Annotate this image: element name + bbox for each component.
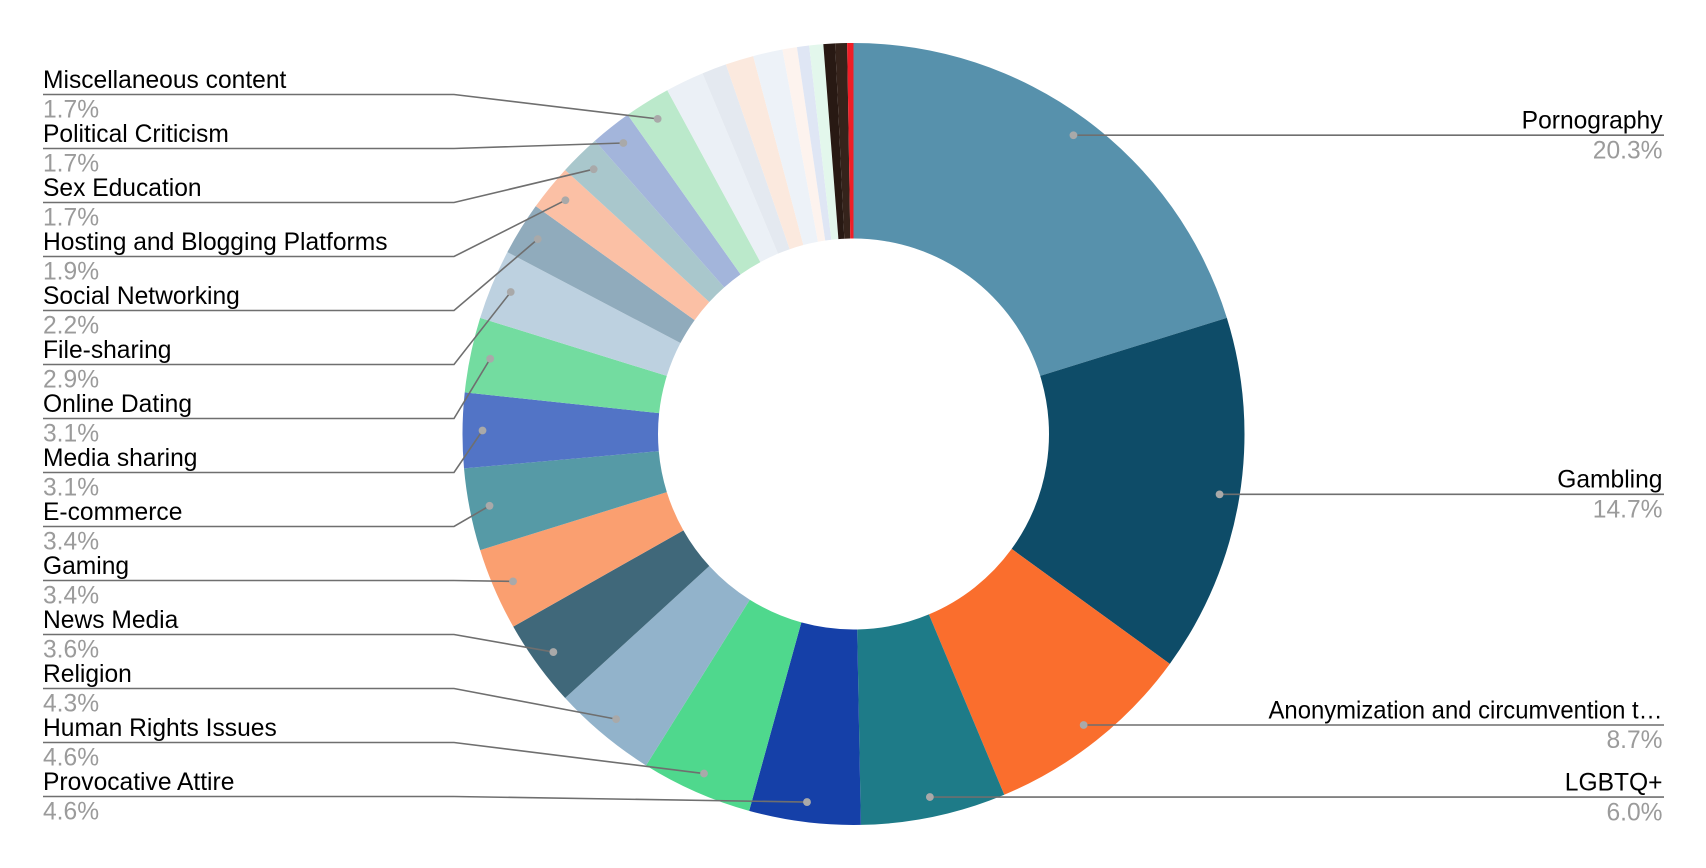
svg-text:2.9%: 2.9% (43, 367, 99, 394)
svg-text:4.6%: 4.6% (43, 799, 99, 826)
svg-text:3.1%: 3.1% (43, 475, 99, 502)
svg-text:3.4%: 3.4% (43, 529, 99, 556)
svg-text:Political Criticism: Political Criticism (43, 121, 229, 148)
svg-text:1.9%: 1.9% (43, 259, 99, 286)
svg-text:4.6%: 4.6% (43, 745, 99, 772)
svg-text:Gaming: Gaming (43, 553, 129, 580)
svg-text:News Media: News Media (43, 607, 179, 634)
svg-text:6.0%: 6.0% (1606, 799, 1662, 826)
svg-text:1.7%: 1.7% (43, 97, 99, 124)
svg-text:3.1%: 3.1% (43, 421, 99, 448)
svg-text:1.7%: 1.7% (43, 151, 99, 178)
svg-text:20.3%: 20.3% (1593, 137, 1663, 164)
svg-text:3.4%: 3.4% (43, 583, 99, 610)
svg-text:Hosting and Blogging Platforms: Hosting and Blogging Platforms (43, 229, 388, 256)
svg-text:Anonymization and circumventio: Anonymization and circumvention t… (1269, 697, 1663, 724)
svg-text:8.7%: 8.7% (1606, 727, 1662, 754)
svg-text:Media sharing: Media sharing (43, 445, 197, 472)
svg-text:1.7%: 1.7% (43, 205, 99, 232)
svg-text:14.7%: 14.7% (1593, 497, 1663, 524)
svg-text:Human Rights Issues: Human Rights Issues (43, 715, 277, 742)
svg-text:LGBTQ+: LGBTQ+ (1565, 769, 1663, 796)
svg-text:Religion: Religion (43, 661, 132, 688)
svg-text:2.2%: 2.2% (43, 313, 99, 340)
svg-text:Sex Education: Sex Education (43, 175, 202, 202)
svg-text:Miscellaneous content: Miscellaneous content (43, 67, 287, 94)
svg-text:Gambling: Gambling (1557, 467, 1662, 494)
svg-text:Social Networking: Social Networking (43, 283, 240, 310)
svg-text:Online Dating: Online Dating (43, 391, 192, 418)
svg-text:3.6%: 3.6% (43, 637, 99, 664)
svg-text:File-sharing: File-sharing (43, 337, 171, 364)
svg-text:Pornography: Pornography (1522, 108, 1664, 135)
svg-text:4.3%: 4.3% (43, 691, 99, 718)
svg-text:E-commerce: E-commerce (43, 499, 182, 526)
svg-text:Provocative Attire: Provocative Attire (43, 769, 234, 796)
